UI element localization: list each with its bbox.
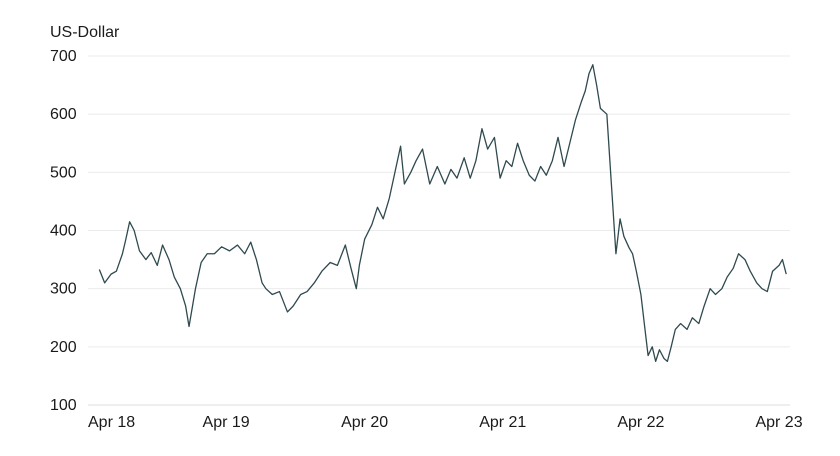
y-tick-label: 500 (50, 164, 77, 181)
gridlines (88, 55, 790, 406)
x-tick-label: Apr 22 (617, 414, 664, 431)
x-tick-label: Apr 19 (203, 414, 250, 431)
y-tick-label: 600 (50, 106, 77, 123)
y-axis-tick-labels: 700 600 500 400 300 200 100 (50, 48, 77, 414)
y-tick-label: 400 (50, 223, 77, 240)
x-tick-label: Apr 20 (341, 414, 388, 431)
x-tick-label: Apr 18 (88, 414, 135, 431)
series-layer (98, 64, 787, 363)
series-line-0 (98, 64, 787, 363)
y-axis-unit-label: US-Dollar (50, 24, 120, 41)
x-tick-label: Apr 21 (479, 414, 526, 431)
y-tick-label: 300 (50, 281, 77, 298)
x-axis-tick-labels: Apr 18 Apr 19 Apr 20 Apr 21 Apr 22 Apr 23 (88, 414, 803, 431)
y-tick-label: 200 (50, 339, 77, 356)
y-tick-label: 700 (50, 48, 77, 65)
y-tick-label: 100 (50, 397, 77, 414)
x-tick-label: Apr 23 (755, 414, 802, 431)
